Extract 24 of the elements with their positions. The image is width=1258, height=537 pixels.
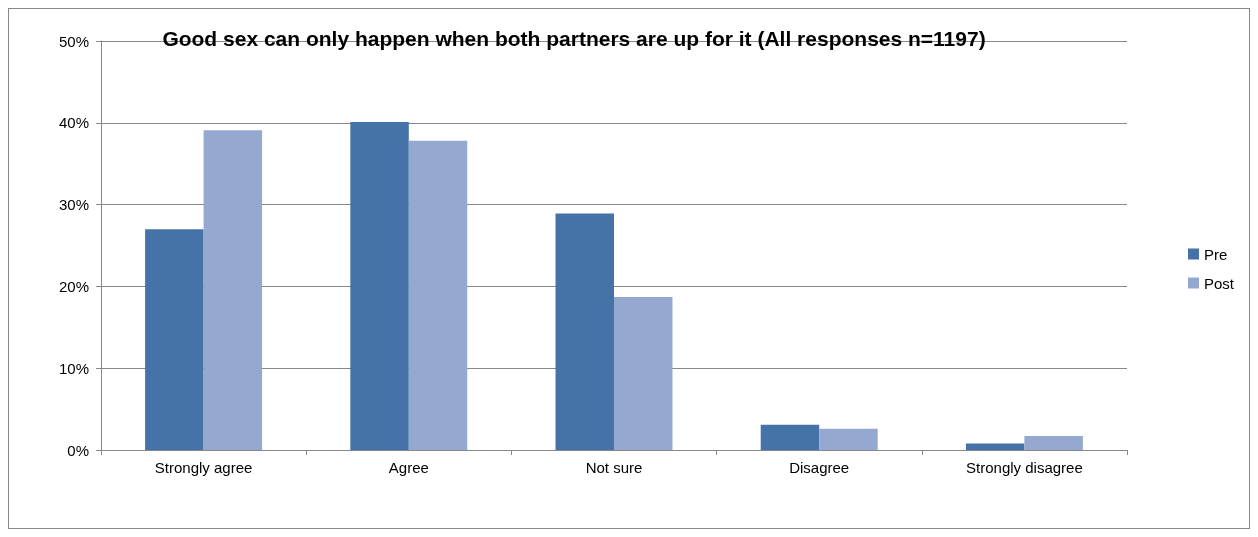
bar <box>819 428 878 450</box>
y-tick-label: 50% <box>58 32 89 50</box>
y-tick-label: 20% <box>58 277 89 295</box>
x-tick-label: Strongly disagree <box>966 459 1083 476</box>
legend-label: Pre <box>1203 245 1228 263</box>
chart-title: Good sex can only happen when both partners are up for it (All responses n=1197) <box>162 26 986 50</box>
bar <box>555 213 614 450</box>
bar <box>965 443 1025 450</box>
y-tick-label: 10% <box>58 359 89 377</box>
bar <box>145 229 204 450</box>
y-tick-label: 0% <box>67 441 89 459</box>
legend-label: Post <box>1203 274 1235 292</box>
x-tick-label: Strongly agree <box>154 459 253 476</box>
bar <box>203 130 263 450</box>
bar <box>614 297 673 450</box>
x-tick-label: Agree <box>388 459 429 476</box>
bar <box>760 424 820 450</box>
x-tick-label: Disagree <box>789 459 850 476</box>
x-tick-label: Not sure <box>585 459 643 476</box>
bar <box>350 121 409 450</box>
bar <box>1024 436 1083 450</box>
y-tick-label: 30% <box>58 196 89 214</box>
bar <box>408 140 468 450</box>
y-tick-label: 40% <box>58 114 89 132</box>
